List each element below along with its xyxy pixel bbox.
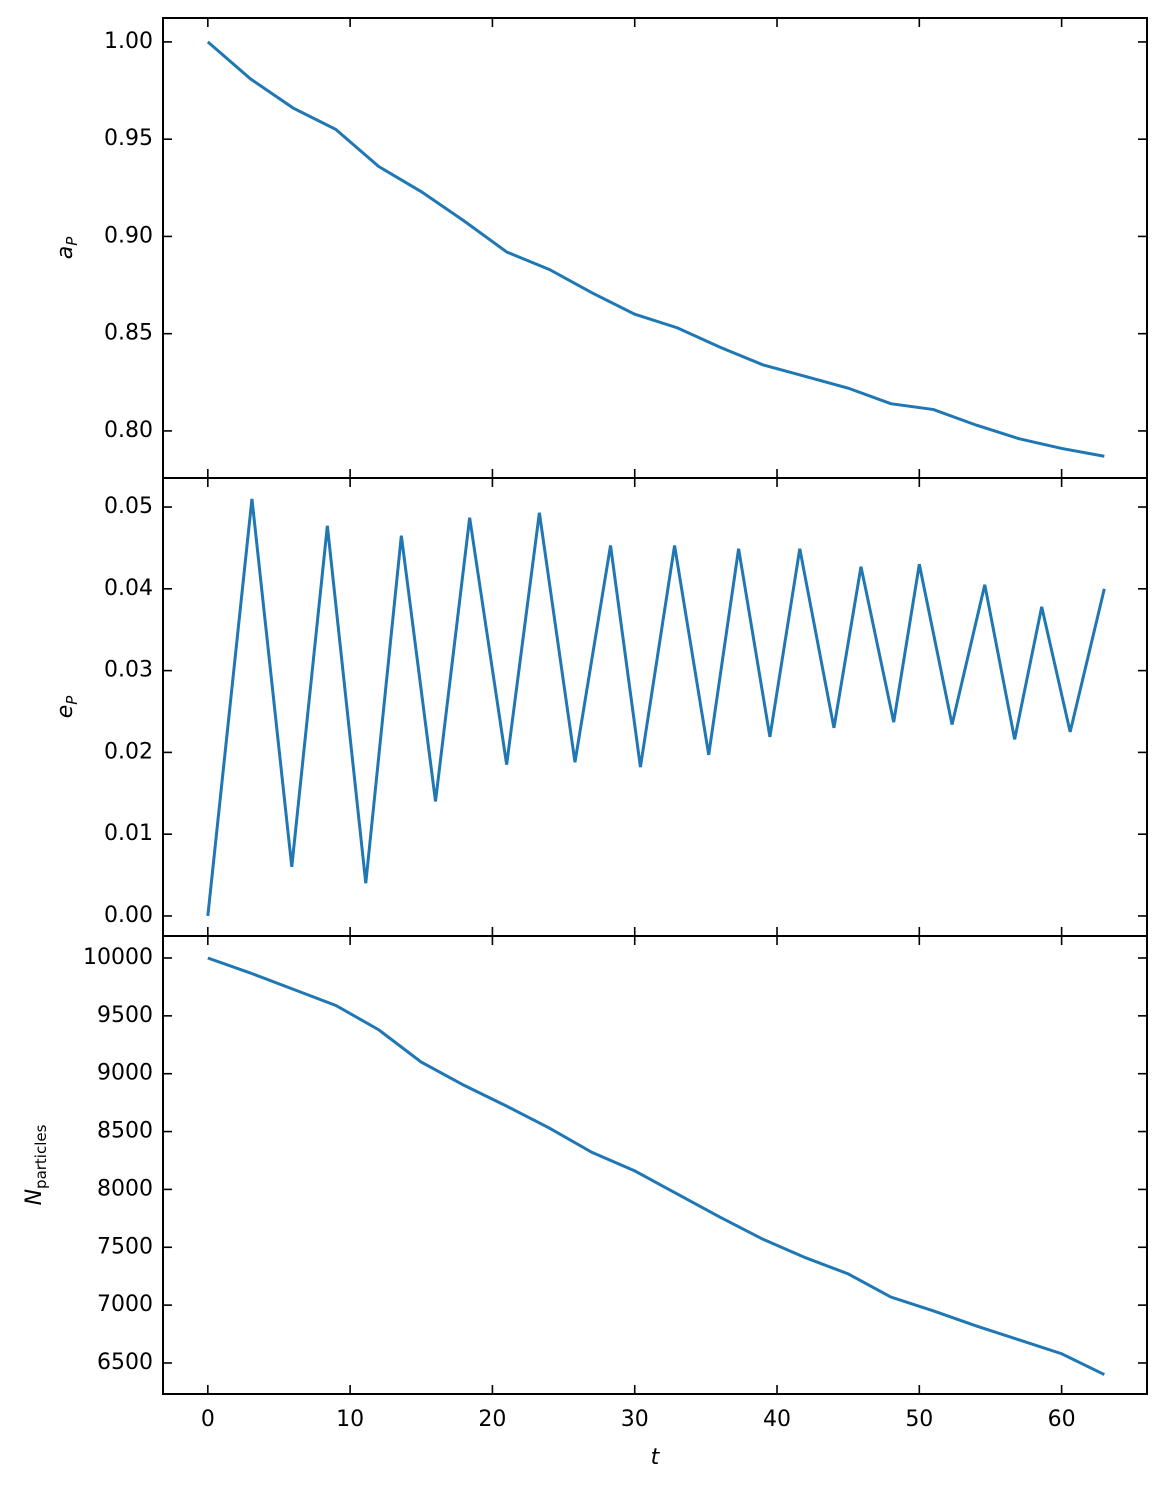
x-tick-label: 10	[336, 1407, 364, 1432]
y-axis-label: eP	[53, 695, 81, 719]
y-tick-label: 0.85	[104, 321, 153, 346]
y-tick-label: 0.03	[104, 658, 153, 683]
y-label-main: N	[22, 1189, 47, 1205]
y-tick-label: 9000	[97, 1061, 153, 1086]
y-tick-label: 7500	[97, 1234, 153, 1259]
axes-frame	[162, 935, 1148, 1395]
y-tick-label: 0.05	[104, 494, 153, 519]
x-tick-label: 60	[1048, 1407, 1076, 1432]
y-label-main: e	[53, 705, 78, 719]
axes-frame	[162, 477, 1148, 937]
y-tick-label: 9500	[97, 1003, 153, 1028]
x-tick-label: 30	[621, 1407, 649, 1432]
y-tick-label: 0.90	[104, 223, 153, 248]
x-tick-label: 20	[478, 1407, 506, 1432]
data-line	[206, 40, 1105, 458]
axes-frame	[162, 17, 1148, 479]
x-tick-label: 40	[763, 1407, 791, 1432]
y-tick-label: 0.80	[104, 418, 153, 443]
data-line	[207, 956, 1105, 1376]
y-tick-label: 0.04	[104, 576, 153, 601]
y-tick-label: 7000	[97, 1292, 153, 1317]
y-tick-label: 6500	[97, 1350, 153, 1375]
y-tick-label: 0.02	[104, 739, 153, 764]
y-tick-label: 0.01	[104, 821, 153, 846]
y-tick-label: 10000	[83, 945, 153, 970]
x-tick-label: 0	[201, 1407, 215, 1432]
x-axis-label: t	[651, 1445, 661, 1470]
y-tick-label: 0.00	[104, 903, 153, 928]
y-tick-label: 1.00	[104, 29, 153, 54]
y-tick-label: 8500	[97, 1119, 153, 1144]
y-axis-label: Nparticles	[22, 1124, 50, 1205]
y-tick-label: 8000	[97, 1176, 153, 1201]
y-label-sub: particles	[32, 1124, 50, 1189]
y-tick-label: 0.95	[104, 126, 153, 151]
y-label-sub: P	[63, 695, 81, 705]
data-line	[206, 498, 1106, 917]
y-label-sub: P	[63, 236, 81, 246]
y-label-main: a	[53, 246, 78, 259]
x-tick-label: 50	[905, 1407, 933, 1432]
y-axis-label: aP	[53, 236, 81, 259]
